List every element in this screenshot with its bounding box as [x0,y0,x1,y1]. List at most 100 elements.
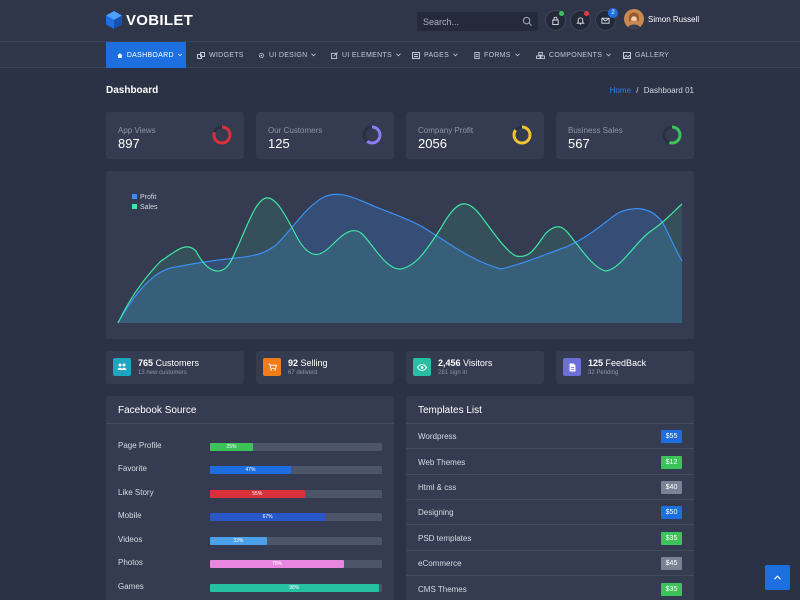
progress-ring-arc [512,125,532,145]
info-icon-box [113,358,131,376]
list-item[interactable]: Web Themes $12 [406,450,694,475]
brand-logo[interactable]: VOBILET [106,11,193,29]
chart-series-profit-line [117,193,683,324]
price-badge: $35 [661,583,682,596]
info-icon-box [413,358,431,376]
chevron-down-icon [311,53,317,57]
avatar[interactable] [624,9,644,29]
breadcrumb-home-link[interactable]: Home [609,86,632,95]
chevron-down-icon [396,53,401,57]
nav-item-label: UI DESIGN [269,51,308,59]
source-label: Games [118,582,144,591]
page-title: Dashboard [106,85,159,96]
info-label: Visitors [463,358,493,368]
main-nav: DASHBOARD WIDGETS UI DESIGN UI ELEMENTS … [0,42,800,68]
top-header: VOBILET 2 [0,0,800,42]
progress-fill: 67% [210,513,326,521]
legend-label-sales[interactable]: Sales [140,204,158,211]
source-label: Favorite [118,464,147,473]
nav-item-pages[interactable]: PAGES [412,42,462,68]
price-badge: $12 [661,456,682,469]
nav-item-label: FORMS [484,51,511,59]
progress-bar: 55% [210,490,382,498]
stat-card-company-profit: Company Profit 2056 [406,112,544,159]
chart-card: Profit Sales [106,171,694,339]
progress-ring-arc [362,125,382,145]
notifications-button[interactable] [570,10,591,31]
list-item[interactable]: CMS Themes $35 [406,577,694,600]
brand-name: VOBILET [126,11,194,29]
breadcrumb-separator: / [636,86,639,95]
progress-fill: 55% [210,490,305,498]
nav-item-ui-elements[interactable]: UI ELEMENTS [331,42,405,68]
template-name: Html & css [418,483,457,492]
scroll-to-top-button[interactable] [765,565,790,590]
legend-swatch-sales [132,204,137,209]
chart-series-sales-area [118,197,682,323]
messages-button[interactable]: 2 [595,8,618,31]
source-label: Like Story [118,488,154,497]
user-name[interactable]: Simon Russell [648,15,700,24]
list-item[interactable]: PSD templates $35 [406,526,694,551]
price-badge: $35 [661,532,682,545]
nav-item-label: PAGES [424,51,450,59]
progress-ring-icon [512,125,532,145]
home-icon [117,52,123,58]
list-item[interactable]: Wordpress $55 [406,424,694,449]
info-title: 92 Selling [288,358,328,368]
list-item[interactable]: Designing $50 [406,500,694,525]
progress-fill: 47% [210,466,291,474]
template-name: Designing [418,508,454,517]
progress-bar: 33% [210,537,382,545]
area-chart: Profit Sales [117,193,683,324]
mail-count-badge: 2 [608,8,618,18]
progress-ring-icon [212,125,232,145]
info-label: Customers [155,358,200,368]
chevron-down-icon [606,53,612,57]
template-name: PSD templates [418,534,472,543]
nav-item-dashboard[interactable]: DASHBOARD [106,42,186,68]
search-input[interactable] [417,12,538,32]
notify-dot-green [559,11,564,16]
lock-button[interactable] [545,10,566,31]
notify-dot-red [584,11,589,16]
eye-icon [417,363,427,371]
source-label: Page Profile [118,441,162,450]
info-subtext: 281 sign in [438,370,468,376]
legend-swatch-profit [132,194,137,199]
price-badge: $45 [661,557,682,570]
nav-item-components[interactable]: COMPONENTS [536,42,615,68]
price-badge: $55 [661,430,682,443]
users-icon [117,363,127,370]
chevron-up-icon [774,575,781,580]
progress-ring-icon [362,125,382,145]
nav-item-widgets[interactable]: WIDGETS [197,42,244,68]
stat-value: 897 [118,136,140,151]
nav-item-gallery[interactable]: GALLERY [623,42,669,68]
list-item[interactable]: Html & css $40 [406,475,694,500]
info-count: 2,456 [438,358,461,368]
legend-label-profit[interactable]: Profit [140,194,156,201]
stat-value: 567 [568,136,590,151]
cart-icon [268,363,277,371]
stat-label: App Views [118,126,156,135]
info-count: 125 [588,358,604,368]
nav-item-forms[interactable]: FORMS [474,42,524,68]
breadcrumb: Home / Dashboard 01 [610,86,694,95]
list-item[interactable]: eCommerce $45 [406,551,694,576]
mail-icon [601,17,610,24]
stat-card-business-sales: Business Sales 567 [556,112,694,159]
info-icon-box [263,358,281,376]
progress-fill: 33% [210,537,267,545]
info-count: 765 [138,358,154,368]
info-label: Selling [300,358,328,368]
stat-card-our-customers: Our Customers 125 [256,112,394,159]
nav-item-ui-design[interactable]: UI DESIGN [258,42,320,68]
progress-bar: 67% [210,513,382,521]
info-subtext: 32 Pending [588,370,619,376]
bell-icon [576,17,585,25]
info-card-visitors: 2,456 Visitors 281 sign in [406,351,544,384]
form-icon [474,51,480,59]
panel-title: Templates List [418,405,482,416]
search-icon[interactable] [522,16,533,27]
